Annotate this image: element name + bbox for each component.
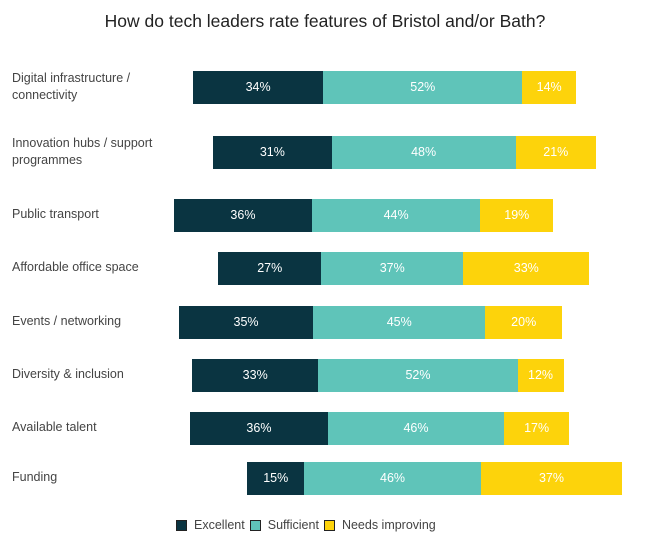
- bar-segment-excellent: 33%: [192, 358, 319, 392]
- chart-title: How do tech leaders rate features of Bri…: [104, 11, 546, 31]
- bar-segment-needs-improving: 14%: [522, 70, 576, 104]
- data-label: 31%: [259, 145, 285, 159]
- bar-segment-sufficient: 52%: [318, 358, 518, 392]
- category-label: Funding: [12, 470, 58, 484]
- data-label: 19%: [504, 208, 530, 222]
- data-label: 37%: [538, 471, 564, 485]
- data-label: 37%: [379, 261, 405, 275]
- data-label: 15%: [263, 471, 289, 485]
- data-label: 36%: [230, 208, 256, 222]
- data-label: 44%: [383, 208, 409, 222]
- bar-segment-sufficient: 37%: [321, 251, 464, 285]
- category-label: Diversity & inclusion: [12, 367, 124, 381]
- category-label: Available talent: [12, 420, 97, 434]
- bar-segment-needs-improving: 37%: [480, 461, 623, 495]
- bar-segment-excellent: 35%: [179, 305, 314, 339]
- bar-segment-sufficient: 46%: [327, 411, 505, 445]
- data-label: 12%: [528, 368, 554, 382]
- data-label: 33%: [242, 368, 268, 382]
- bar-segment-sufficient: 45%: [313, 305, 486, 339]
- legend-label: Excellent: [194, 518, 245, 532]
- bar-segment-excellent: 36%: [190, 411, 328, 445]
- data-label: 36%: [246, 421, 272, 435]
- bar-segment-sufficient: 48%: [331, 135, 516, 169]
- category-label: Affordable office space: [12, 260, 139, 274]
- legend-item: Needs improving: [323, 518, 436, 532]
- bar-segment-sufficient: 44%: [311, 198, 481, 232]
- data-label: 14%: [536, 80, 562, 94]
- category-label: Public transport: [12, 207, 99, 221]
- bar-segment-needs-improving: 20%: [485, 305, 562, 339]
- data-label: 35%: [233, 315, 259, 329]
- bar-segment-excellent: 31%: [213, 135, 332, 169]
- legend-swatch: [249, 519, 261, 531]
- category-label: Events / networking: [12, 314, 122, 328]
- legend-swatch: [176, 519, 187, 531]
- legend-label: Needs improving: [341, 518, 436, 532]
- data-label: 52%: [405, 368, 431, 382]
- legend-item: Excellent: [176, 518, 245, 532]
- legend: Excellent Sufficient Needs improving: [176, 518, 441, 532]
- bar-segment-needs-improving: 33%: [463, 251, 590, 285]
- bar-segment-excellent: 34%: [193, 70, 324, 104]
- bar-segment-excellent: 36%: [174, 198, 312, 232]
- bar-segment-needs-improving: 12%: [517, 358, 564, 392]
- data-label: 20%: [511, 315, 537, 329]
- data-label: 27%: [257, 261, 283, 275]
- category-label: Digital infrastructure / connectivity: [12, 71, 131, 102]
- bar-segment-needs-improving: 17%: [504, 411, 570, 445]
- legend-swatch: [323, 519, 335, 531]
- data-label: 45%: [386, 315, 412, 329]
- data-label: 48%: [411, 145, 437, 159]
- bar-segment-excellent: 15%: [247, 461, 305, 495]
- bar-segment-needs-improving: 21%: [515, 135, 596, 169]
- data-label: 46%: [380, 471, 406, 485]
- data-label: 52%: [410, 80, 436, 94]
- bar-segment-sufficient: 46%: [304, 461, 481, 495]
- category-label: Innovation hubs / support programmes: [12, 136, 153, 167]
- bar-segment-sufficient: 52%: [323, 70, 523, 104]
- data-label: 46%: [403, 421, 429, 435]
- data-label: 33%: [513, 261, 539, 275]
- bar-segment-excellent: 27%: [218, 251, 322, 285]
- legend-label: Sufficient: [267, 518, 319, 532]
- data-label: 21%: [543, 145, 569, 159]
- legend-item: Sufficient: [249, 518, 319, 532]
- bar-segment-needs-improving: 19%: [480, 198, 554, 232]
- data-label: 17%: [524, 421, 550, 435]
- data-label: 34%: [245, 80, 271, 94]
